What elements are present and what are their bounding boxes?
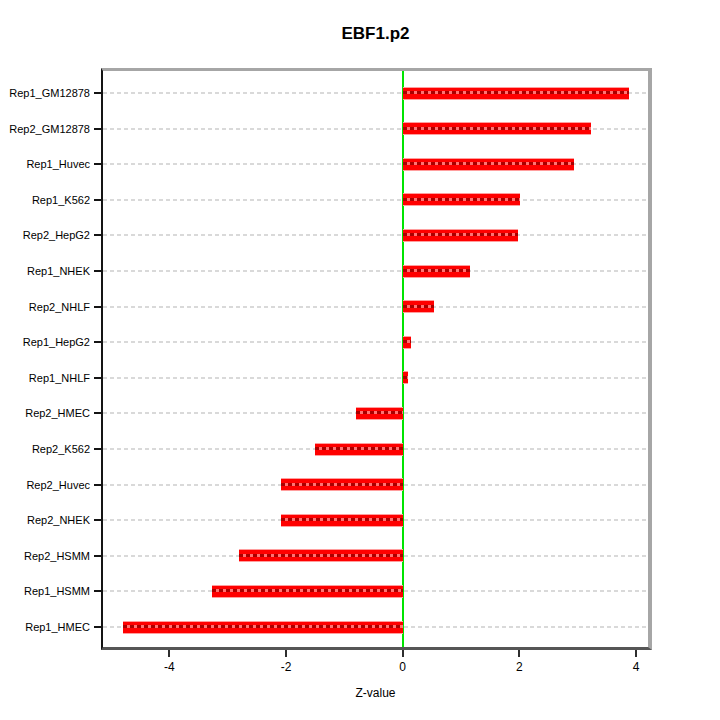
y-axis-label: Rep2_NHLF xyxy=(0,300,90,314)
x-axis-tick xyxy=(635,650,637,657)
bar-dash-pattern xyxy=(315,447,403,450)
bar-dash-pattern xyxy=(403,340,411,343)
bar-dash-pattern xyxy=(123,625,402,628)
y-axis-label: Rep2_NHEK xyxy=(0,513,90,527)
x-axis-tick-label: -4 xyxy=(147,660,191,674)
y-axis-tick xyxy=(94,377,103,379)
y-axis-label: Rep1_HepG2 xyxy=(0,335,90,349)
bar-rep1_nhek xyxy=(403,265,470,278)
gridline xyxy=(103,234,648,236)
bar-dash-pattern xyxy=(403,269,470,272)
y-axis-tick xyxy=(94,341,103,343)
y-axis-label: Rep1_HSMM xyxy=(0,584,90,598)
y-axis-tick xyxy=(94,448,103,450)
figure: EBF1.p2 Z-value Rep1_GM12878 Rep2_GM12878… xyxy=(0,0,720,720)
y-axis-tick xyxy=(94,270,103,272)
bar-dash-pattern xyxy=(239,554,402,557)
y-axis-tick xyxy=(94,412,103,414)
x-axis-tick-label: 0 xyxy=(381,660,425,674)
bar-rep2_nhek xyxy=(281,514,403,527)
chart-title: EBF1.p2 xyxy=(103,24,648,44)
bar-rep1_hsmm xyxy=(212,585,402,598)
y-axis-tick xyxy=(94,306,103,308)
bar-rep1_hepg2 xyxy=(403,336,411,349)
y-axis-label: Rep1_GM12878 xyxy=(0,86,90,100)
gridline xyxy=(103,199,648,201)
y-axis-label: Rep1_NHLF xyxy=(0,371,90,385)
bar-rep1_k562 xyxy=(403,193,520,206)
y-axis-tick xyxy=(94,199,103,201)
bar-rep2_gm12878 xyxy=(403,122,591,135)
bar-dash-pattern xyxy=(403,305,435,308)
gridline xyxy=(103,306,648,308)
y-axis-tick xyxy=(94,163,103,165)
y-axis-tick xyxy=(94,234,103,236)
bar-rep2_huvec xyxy=(281,478,403,491)
y-axis-label: Rep2_HSMM xyxy=(0,549,90,563)
y-axis-tick xyxy=(94,92,103,94)
y-axis-tick xyxy=(94,590,103,592)
gridline xyxy=(103,377,648,379)
bar-rep1_gm12878 xyxy=(403,87,629,100)
bar-dash-pattern xyxy=(356,411,403,414)
bar-dash-pattern xyxy=(212,589,402,592)
y-axis-tick xyxy=(94,519,103,521)
y-axis-tick xyxy=(94,626,103,628)
y-axis-label: Rep1_NHEK xyxy=(0,264,90,278)
x-axis-tick xyxy=(168,650,170,657)
y-axis-label: Rep1_HMEC xyxy=(0,620,90,634)
bar-dash-pattern xyxy=(403,162,575,165)
x-axis-tick xyxy=(285,650,287,657)
y-axis-label: Rep2_HMEC xyxy=(0,406,90,420)
gridline xyxy=(103,270,648,272)
x-axis-tick-label: 2 xyxy=(497,660,541,674)
bar-rep1_nhlf xyxy=(403,371,408,384)
bar-rep2_k562 xyxy=(315,443,403,456)
plot-frame xyxy=(101,68,652,650)
bar-dash-pattern xyxy=(281,518,403,521)
y-axis-tick xyxy=(94,555,103,557)
bar-rep2_hmec xyxy=(356,407,403,420)
y-axis-tick xyxy=(94,128,103,130)
y-axis-tick xyxy=(94,484,103,486)
bar-dash-pattern xyxy=(281,483,403,486)
y-axis-label: Rep2_K562 xyxy=(0,442,90,456)
x-axis-tick-label: -2 xyxy=(264,660,308,674)
bar-dash-pattern xyxy=(403,198,520,201)
bar-rep2_nhlf xyxy=(403,300,435,313)
bar-rep1_hmec xyxy=(123,621,402,634)
y-axis-label: Rep1_Huvec xyxy=(0,157,90,171)
y-axis-label: Rep2_HepG2 xyxy=(0,228,90,242)
x-axis-title: Z-value xyxy=(103,686,648,700)
plot-area xyxy=(103,71,648,647)
bar-dash-pattern xyxy=(403,376,408,379)
bar-dash-pattern xyxy=(403,127,591,130)
bar-rep2_hepg2 xyxy=(403,229,519,242)
bar-dash-pattern xyxy=(403,91,629,94)
bar-rep2_hsmm xyxy=(239,549,402,562)
x-axis-tick xyxy=(402,650,404,657)
bar-rep1_huvec xyxy=(403,158,575,171)
y-axis-label: Rep1_K562 xyxy=(0,193,90,207)
gridline xyxy=(103,341,648,343)
bar-dash-pattern xyxy=(403,233,519,236)
y-axis-label: Rep2_GM12878 xyxy=(0,122,90,136)
y-axis-label: Rep2_Huvec xyxy=(0,478,90,492)
x-axis-tick-label: 4 xyxy=(614,660,658,674)
x-axis-tick xyxy=(518,650,520,657)
